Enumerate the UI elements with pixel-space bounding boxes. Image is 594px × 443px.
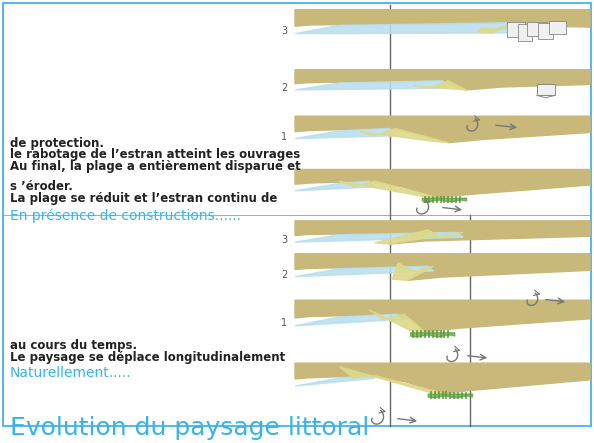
Polygon shape	[478, 23, 513, 33]
Polygon shape	[339, 181, 437, 198]
Text: 1: 1	[281, 132, 287, 142]
FancyBboxPatch shape	[3, 3, 591, 426]
Polygon shape	[295, 70, 590, 90]
Polygon shape	[295, 266, 434, 276]
Polygon shape	[295, 376, 375, 386]
Text: Le paysage se déplace longitudinalement: Le paysage se déplace longitudinalement	[10, 350, 285, 364]
Text: 1: 1	[281, 319, 287, 328]
Text: En présence de constructions......: En présence de constructions......	[10, 208, 241, 223]
Text: Au final, la plage a entièrement disparue et: Au final, la plage a entièrement disparu…	[10, 160, 301, 173]
Bar	[507, 22, 525, 37]
Polygon shape	[295, 221, 590, 244]
Text: Evolution du paysage littoral: Evolution du paysage littoral	[10, 416, 369, 440]
Polygon shape	[393, 263, 434, 280]
Text: s ’éroder.: s ’éroder.	[10, 180, 73, 193]
Bar	[518, 23, 532, 41]
Bar	[526, 22, 547, 36]
Text: 2: 2	[281, 269, 287, 280]
Polygon shape	[295, 170, 590, 198]
Polygon shape	[375, 230, 463, 244]
Polygon shape	[295, 23, 513, 34]
Polygon shape	[295, 314, 404, 326]
Polygon shape	[295, 81, 448, 90]
Polygon shape	[295, 128, 395, 139]
Text: 3: 3	[281, 27, 287, 36]
Polygon shape	[295, 254, 590, 280]
Text: le rabotage de l’estran atteint les ouvrages: le rabotage de l’estran atteint les ouvr…	[10, 148, 300, 161]
Text: 3: 3	[281, 235, 287, 245]
Bar	[538, 23, 553, 39]
Text: Naturellement.....: Naturellement.....	[10, 366, 132, 380]
Polygon shape	[339, 367, 443, 393]
Polygon shape	[295, 233, 463, 242]
Text: de protection.: de protection.	[10, 136, 104, 150]
Text: au cours du temps.: au cours du temps.	[10, 339, 137, 352]
Text: La plage se réduit et l’estran continu de: La plage se réduit et l’estran continu d…	[10, 192, 277, 205]
Polygon shape	[413, 81, 466, 90]
Polygon shape	[295, 300, 590, 332]
Bar	[549, 21, 567, 34]
Polygon shape	[295, 116, 590, 143]
Text: 2: 2	[281, 83, 287, 93]
Polygon shape	[360, 128, 448, 143]
Polygon shape	[295, 181, 375, 191]
Polygon shape	[295, 10, 590, 29]
Polygon shape	[369, 310, 425, 332]
Bar	[537, 85, 555, 96]
Polygon shape	[295, 363, 590, 393]
